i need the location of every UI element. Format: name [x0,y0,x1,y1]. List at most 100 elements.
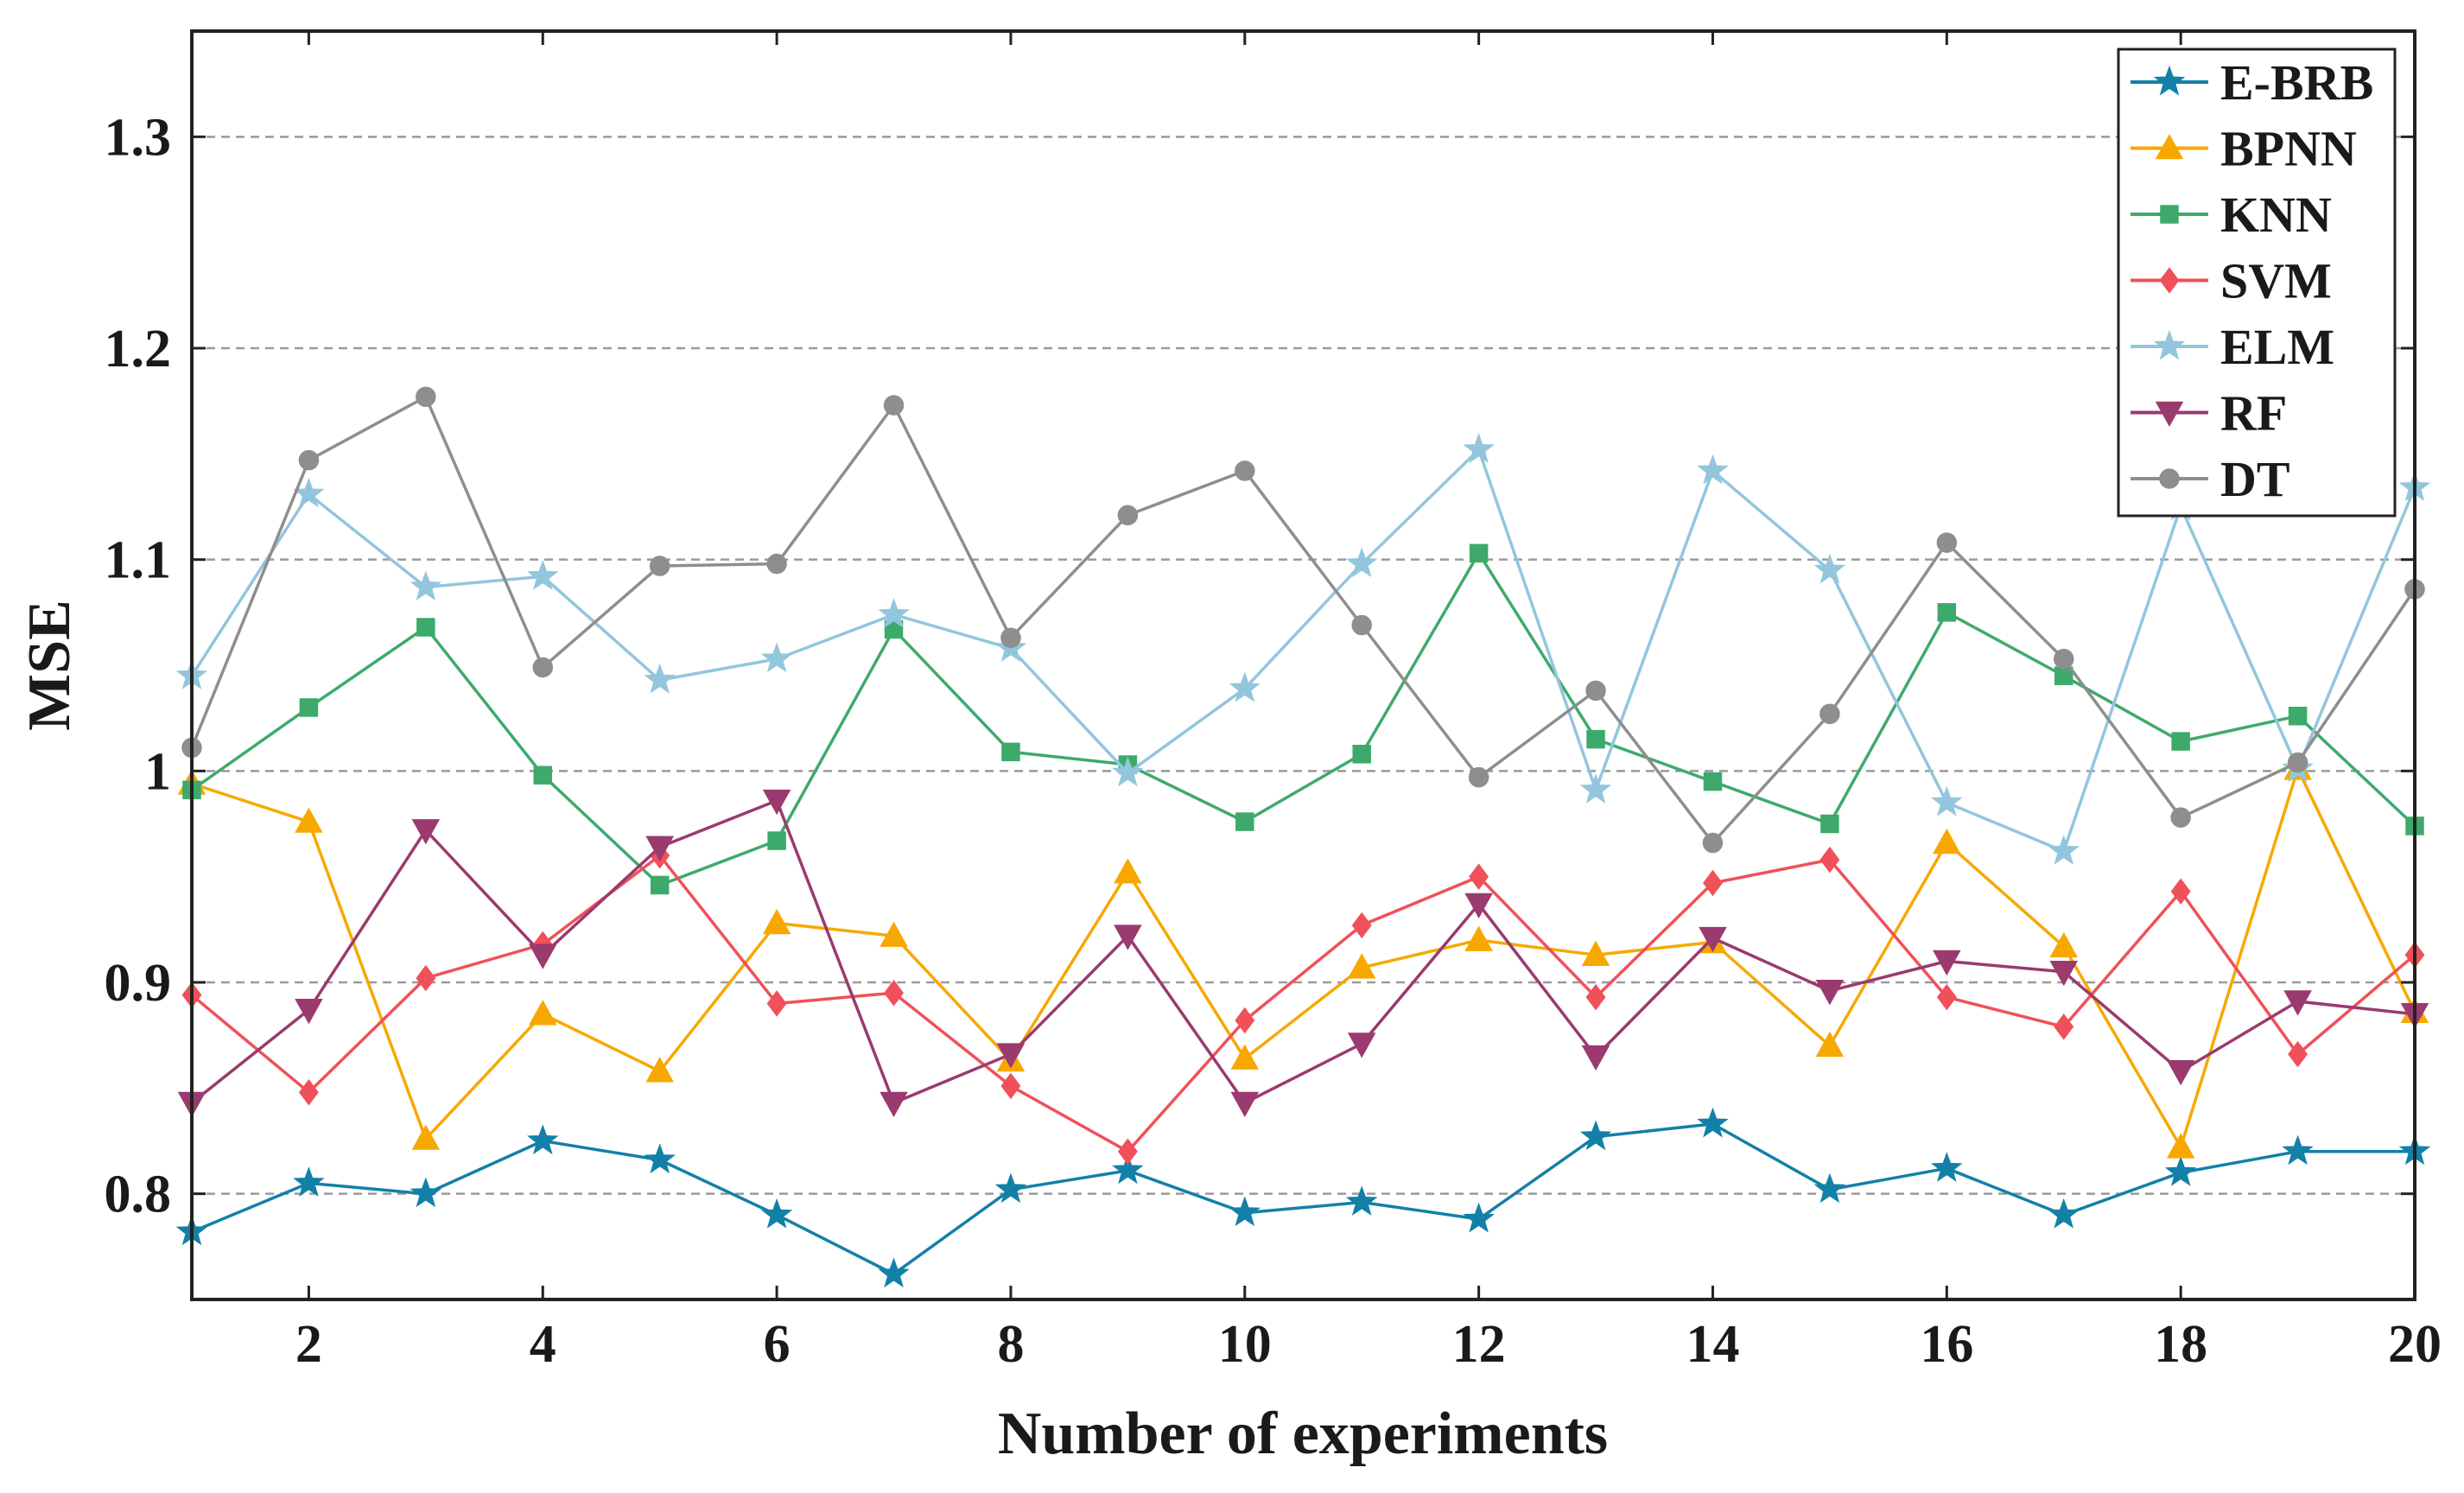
data-point [1000,1072,1021,1100]
data-point [994,1172,1027,1204]
data-point [1463,433,1495,463]
data-point [1469,863,1489,890]
data-point [1468,766,1489,788]
data-point [1581,940,1610,966]
data-point [760,1198,793,1229]
data-point [1347,1032,1376,1058]
data-point [2166,1060,2195,1086]
data-point [1697,454,1729,485]
plot-frame [190,29,2416,1301]
series-line [190,448,2416,854]
x-tick-label: 6 [764,1315,791,1374]
data-point [298,1078,319,1106]
y-tick-label: 0.9 [105,954,172,1013]
data-point [1699,926,1727,953]
legend-marker [2155,133,2184,160]
data-point [528,943,557,969]
data-point [2048,835,2080,865]
data-point [1579,1120,1612,1151]
axis-ticks: 0.8 0.9 1 1.1 1.2 1.3 2 4 6 8 10 12 14 16 18 20 [105,31,2442,1374]
data-point [1813,553,1846,584]
data-point [1931,1152,1963,1182]
data-point [1000,627,1021,648]
data-point [2170,878,2191,905]
data-point [1114,924,1142,950]
data-point [1933,828,1961,855]
data-point [1813,1172,1846,1204]
data-point [1585,680,1606,702]
legend-label: DT [2220,451,2290,507]
data-point [1581,1045,1610,1071]
data-point [1586,729,1605,749]
series-e-brb [175,1107,2431,1288]
data-point [1112,756,1144,787]
data-point [645,835,674,861]
data-point [762,789,791,816]
data-point [644,663,676,694]
data-point [295,807,323,833]
data-point [2166,1133,2195,1159]
data-point [2171,732,2190,751]
data-point [1229,671,1261,702]
legend-label: BPNN [2220,121,2357,177]
data-point [2049,961,2079,987]
data-point [1936,532,1958,553]
data-point [1469,543,1489,563]
data-point [2054,1013,2074,1040]
series-line [191,1122,2415,1276]
y-tick-label: 0.8 [105,1166,172,1224]
data-point [411,819,441,845]
data-point [1585,983,1606,1011]
data-point [1819,846,1840,874]
data-point [410,570,442,600]
data-point [416,386,436,408]
data-point [2054,666,2073,685]
data-point [295,999,323,1025]
data-point [1702,832,1724,854]
legend-entry: BPNN [2131,121,2357,177]
data-point [766,553,787,575]
x-tick-label: 4 [530,1315,556,1374]
data-point [760,642,793,673]
data-point [532,657,554,678]
data-point [1815,1031,1845,1058]
data-point [649,556,670,576]
series-rf [177,789,2429,1118]
legend-marker [2153,65,2186,96]
data-point [1930,785,1963,816]
legend-marker [2155,401,2184,428]
data-point [1351,912,1372,939]
data-point [410,1177,442,1208]
data-point [1112,1153,1144,1185]
data-point [1936,983,1957,1011]
series-line [190,798,2416,1105]
data-point [2288,706,2308,726]
data-point [1352,745,1371,764]
legend-entry: RF [2131,385,2287,442]
data-point [1933,950,1961,976]
legend-entry: KNN [2131,187,2332,243]
data-point [1703,869,1723,897]
legend: E-BRB BPNN KNN SVM ELM RF DT [2117,48,2397,518]
x-tick-label: 20 [2388,1315,2442,1374]
data-point [1117,1138,1138,1165]
data-point [293,1166,325,1197]
gridlines [192,136,2415,1195]
data-point [1815,980,1845,1006]
legend-marker [2159,468,2180,489]
data-point [1579,773,1612,804]
data-point [766,990,787,1017]
data-point [878,1257,910,1288]
data-point [996,1043,1026,1069]
y-tick-label: 1.3 [105,108,172,167]
legend-label: E-BRB [2220,54,2373,111]
y-axis-title: MSE [16,600,83,731]
legend-entry: ELM [2131,319,2334,375]
data-point [762,908,791,935]
legend-entry: DT [2131,451,2290,507]
data-point [644,1143,676,1174]
legend-marker [2159,267,2180,294]
series-dt [181,386,2425,854]
data-point [1703,772,1723,791]
